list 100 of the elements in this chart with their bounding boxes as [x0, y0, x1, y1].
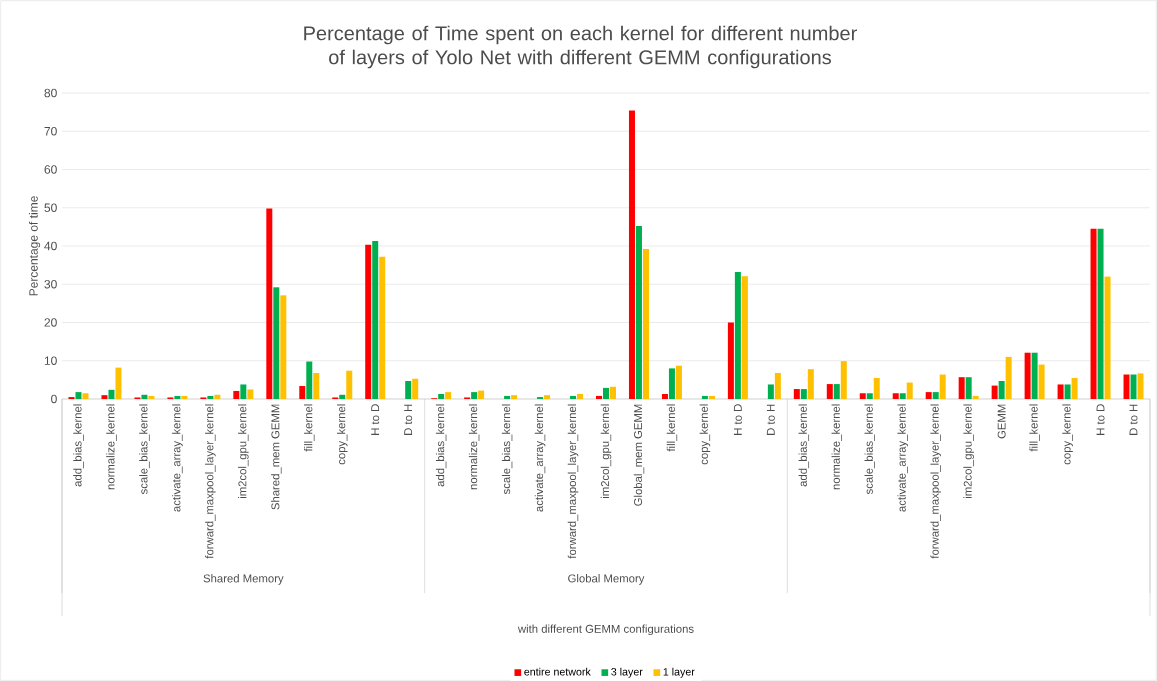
bar: [233, 390, 240, 399]
text: Shared Memory: [203, 574, 284, 585]
y-tick-label: 0: [51, 394, 57, 404]
bar: [313, 372, 320, 399]
bar: [306, 361, 313, 399]
bar: [603, 387, 609, 399]
bar: [610, 386, 616, 399]
bar: [701, 395, 708, 399]
bar: [75, 392, 82, 399]
bar: [925, 392, 932, 399]
bar: [346, 370, 353, 399]
bar: [240, 384, 247, 399]
legend-label: entire network: [524, 667, 591, 676]
bar: [1005, 356, 1012, 399]
bar: [741, 276, 748, 399]
y-tick-label: 70: [44, 127, 57, 136]
x-tick-label: activate_array_kernel: [534, 404, 546, 512]
bar: [859, 393, 866, 399]
bar: [661, 394, 668, 399]
bar: [115, 367, 122, 399]
text: Global Memory: [568, 574, 645, 585]
x-tick-label: normalize_kernel: [106, 404, 117, 490]
bar: [826, 384, 833, 399]
x-tick-label: scale_bias_kernel: [864, 404, 875, 495]
bar: [668, 368, 675, 399]
legend-label: 1 layer: [663, 667, 695, 678]
bar: [214, 394, 221, 399]
bar: [1123, 374, 1130, 399]
x-tick-label: normalize_kernel: [831, 404, 843, 490]
bar: [1104, 276, 1111, 399]
x-tick-label: normalize_kernel: [468, 404, 480, 490]
bar: [544, 395, 551, 399]
bar: [207, 395, 214, 399]
x-tick-label: copy_kernel: [1062, 404, 1073, 465]
x-tick-label: forward_maxpool_layer_kernel: [930, 404, 941, 559]
bar: [708, 395, 715, 399]
bar: [412, 378, 419, 399]
x-tick-label: Shared_mem GEMM: [271, 404, 282, 510]
bar: [635, 226, 642, 399]
bar: [577, 394, 584, 399]
bar: [273, 287, 280, 399]
x-tick-label: H to D: [733, 404, 742, 435]
y-tick-label: 80: [44, 88, 57, 98]
x-tick-label: fill_kernel: [1029, 404, 1040, 452]
x-tick-label: D to H: [404, 404, 413, 435]
x-tick-label: D to H: [766, 404, 775, 435]
bar: [958, 377, 965, 399]
bar: [101, 395, 108, 399]
x-tick-label: im2col_gpu_kernel: [963, 404, 974, 499]
text: with different GEMM configurations: [517, 624, 694, 636]
bar: [570, 395, 577, 399]
bar: [471, 392, 478, 399]
bar: [833, 384, 840, 399]
x-tick-label: fill_kernel: [304, 404, 315, 452]
x-tick-label: D to H: [1129, 404, 1138, 435]
bar: [299, 385, 306, 399]
bar: [1064, 384, 1071, 399]
bar: [445, 392, 452, 399]
x-tick-label: activate_array_kernel: [897, 404, 908, 512]
x-tick-label: H to D: [371, 404, 380, 435]
x-tick-label: GEMM: [997, 404, 1006, 439]
bar: [1024, 352, 1031, 399]
bar: [972, 395, 979, 399]
bar: [1130, 374, 1137, 399]
bar: [148, 395, 155, 399]
x-tick-label: H to D: [1096, 404, 1105, 435]
x-tick-label: activate_array_kernel: [172, 404, 183, 512]
bar: [892, 393, 899, 399]
bar: [793, 389, 800, 399]
bar: [767, 384, 774, 399]
x-tick-label: copy_kernel: [336, 404, 348, 465]
x-tick-label: fill_kernel: [666, 404, 678, 452]
x-tick-label: add_bias_kernel: [798, 404, 810, 487]
x-tick-label: scale_bias_kernel: [501, 404, 513, 495]
bar: [405, 381, 412, 399]
x-tick-label: im2col_gpu_kernel: [600, 404, 612, 499]
bar: [266, 208, 273, 399]
y-tick-label: 60: [44, 165, 57, 174]
bar: [1038, 364, 1045, 399]
bar: [504, 395, 511, 399]
x-tick-label: im2col_gpu_kernel: [238, 404, 249, 499]
bar: [511, 395, 518, 399]
bar: [840, 361, 847, 399]
bar: [1031, 352, 1038, 399]
x-tick-label: copy_kernel: [699, 404, 711, 465]
bar: [1097, 228, 1104, 399]
x-tick-label: scale_bias_kernel: [139, 404, 150, 495]
bar: [965, 377, 972, 399]
bar: [642, 249, 649, 399]
bar: [174, 395, 181, 399]
bar: [939, 374, 946, 399]
y-axis-title: Percentage of time: [28, 196, 41, 296]
bar: [727, 322, 734, 399]
bar: [438, 394, 445, 399]
bar: [141, 394, 148, 399]
bar: [478, 390, 485, 399]
legend-label: 3 layer: [611, 667, 643, 678]
bar: [280, 295, 287, 399]
bar: [774, 372, 781, 399]
bar: [372, 241, 379, 399]
